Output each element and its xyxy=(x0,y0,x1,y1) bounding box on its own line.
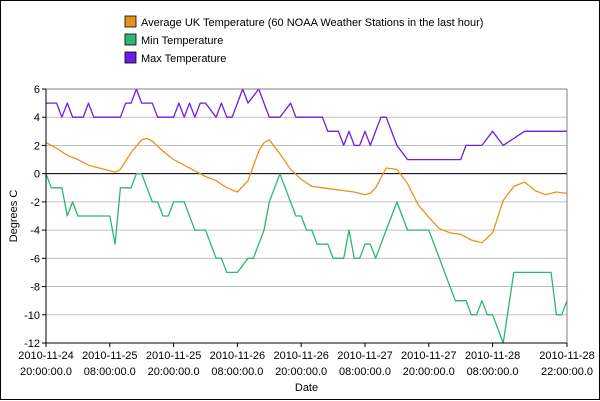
x-tick-time: 22:00:00.0 xyxy=(541,366,593,378)
series-line-max xyxy=(46,88,567,161)
y-tick-label: -2 xyxy=(30,197,40,209)
x-tick-date: 2010-11-25 xyxy=(82,350,137,362)
x-tick-time: 20:00:00.0 xyxy=(403,366,455,378)
legend: Average UK Temperature (60 NOAA Weather … xyxy=(124,15,483,65)
x-tick-date: 2010-11-26 xyxy=(273,350,328,362)
y-axis-ticks: 6 4 2 0 -2 -4 -6 -8 -10 -12 xyxy=(24,84,46,350)
y-tick-label: -12 xyxy=(24,338,40,350)
x-tick-date: 2010-11-25 xyxy=(146,350,201,362)
x-tick-date: 2010-11-27 xyxy=(401,350,456,362)
x-tick-date: 2010-11-27 xyxy=(337,350,392,362)
x-tick-time: 20:00:00.0 xyxy=(20,366,72,378)
legend-entry: Average UK Temperature (60 NOAA Weather … xyxy=(141,17,483,29)
x-tick-date: 2010-11-26 xyxy=(210,350,265,362)
x-tick-time: 20:00:00.0 xyxy=(148,366,200,378)
series-group xyxy=(45,88,568,344)
y-axis-label: Degrees C xyxy=(8,190,20,243)
y-tick-label: 0 xyxy=(34,169,40,181)
y-tick-label: -4 xyxy=(30,225,40,237)
legend-entry: Min Temperature xyxy=(141,35,223,47)
plot-area xyxy=(46,89,567,343)
plot-border xyxy=(45,88,568,344)
y-tick-label: 4 xyxy=(34,112,40,124)
x-tick-time: 08:00:00.0 xyxy=(84,366,136,378)
x-tick-date: 2010-11-28 xyxy=(539,350,594,362)
x-tick-time: 08:00:00.0 xyxy=(467,366,519,378)
y-tick-label: -10 xyxy=(24,310,40,322)
x-tick-date: 2010-11-24 xyxy=(18,350,73,362)
x-tick-time: 08:00:00.0 xyxy=(211,366,263,378)
x-axis-label: Date xyxy=(295,382,318,394)
y-tick-label: 6 xyxy=(34,84,40,96)
legend-swatch xyxy=(124,15,137,28)
x-tick-time: 08:00:00.0 xyxy=(339,366,391,378)
series-line-min xyxy=(45,173,568,344)
x-axis-ticks: 2010-11-24 20:00:00.0 2010-11-25 08:00:00.0… xyxy=(18,343,595,378)
legend-swatch xyxy=(124,33,137,46)
x-tick-date: 2010-11-28 xyxy=(465,350,520,362)
legend-swatch xyxy=(124,51,137,64)
y-tick-label: -8 xyxy=(30,282,40,294)
legend-entry: Max Temperature xyxy=(141,53,226,65)
y-tick-label: 2 xyxy=(34,140,40,152)
x-tick-time: 20:00:00.0 xyxy=(275,366,327,378)
y-tick-label: -6 xyxy=(30,253,40,265)
series-line-average xyxy=(45,137,568,244)
